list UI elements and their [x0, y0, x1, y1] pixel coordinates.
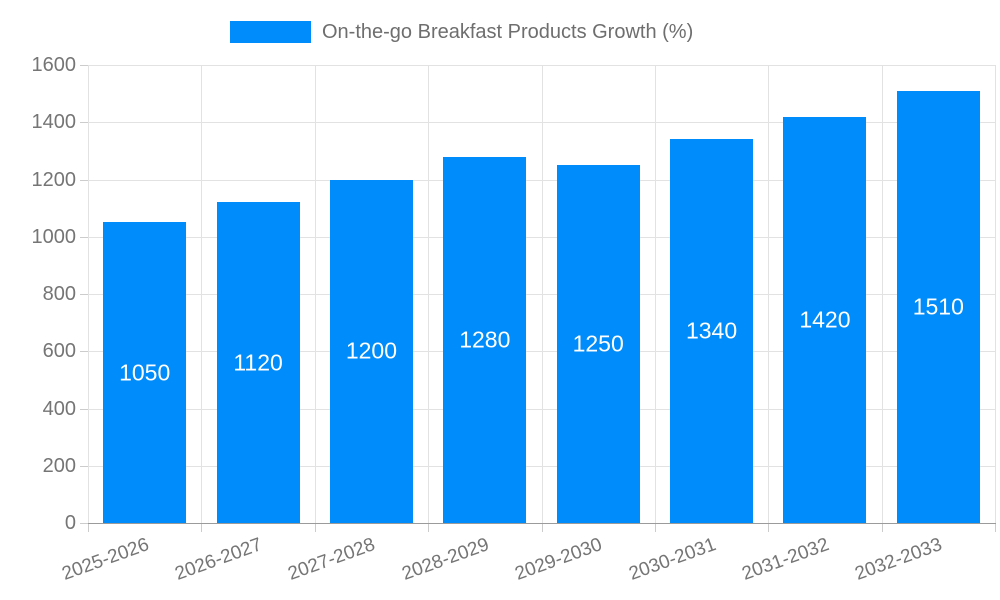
bar-value-label: 1280 [459, 326, 511, 353]
bar [783, 116, 867, 523]
y-axis-tick [80, 236, 88, 238]
bar-value-label: 1340 [685, 317, 738, 344]
y-axis-tick [80, 408, 88, 410]
bar-value-label: 1420 [799, 306, 851, 333]
legend-item[interactable]: On-the-go Breakfast Products Growth (%) [230, 21, 693, 43]
bar-value-label: 1510 [912, 293, 964, 320]
y-tick-label: 600 [42, 340, 76, 363]
bar [443, 156, 527, 523]
bar [670, 139, 754, 523]
legend-label: On-the-go Breakfast Products Growth (%) [322, 20, 694, 43]
bar [216, 202, 300, 523]
y-tick-label: 1400 [31, 111, 77, 134]
bar [329, 179, 413, 523]
y-axis-tick [80, 294, 88, 295]
v-gridline [654, 65, 656, 523]
v-gridline [428, 65, 430, 523]
y-axis-tick [80, 351, 88, 353]
plot-area: 1050 1120 1200 1280 1250 1340 1420 1510 [88, 65, 996, 523]
v-gridline [314, 65, 316, 523]
bar [103, 222, 187, 523]
legend-swatch-icon [230, 21, 311, 43]
v-gridline [881, 65, 883, 523]
y-axis-tick [80, 465, 88, 467]
x-axis-tick [314, 524, 316, 532]
v-gridline [995, 65, 996, 523]
v-gridline [88, 65, 89, 523]
x-axis-line [88, 523, 996, 524]
x-axis-tick [768, 524, 770, 532]
x-axis-tick [881, 524, 883, 532]
y-tick-label: 1600 [31, 54, 77, 76]
bar [556, 165, 640, 523]
x-axis-tick [201, 524, 203, 532]
bar [896, 90, 980, 523]
y-tick-label: 200 [42, 454, 76, 477]
y-axis-tick [80, 179, 88, 181]
v-gridline [201, 65, 203, 523]
y-axis-tick [80, 523, 88, 524]
y-tick-label: 1200 [31, 168, 77, 191]
y-tick-label: 400 [42, 397, 76, 420]
x-axis-tick [88, 524, 89, 532]
y-tick-label: 800 [42, 283, 76, 305]
y-axis-tick [80, 122, 88, 124]
x-axis-tick [428, 524, 430, 532]
bar-value-label: 1200 [345, 337, 398, 364]
v-gridline [768, 65, 770, 523]
bar-value-label: 1050 [119, 359, 171, 386]
x-axis-tick [654, 524, 656, 532]
v-gridline [541, 65, 543, 523]
x-axis-tick [995, 524, 996, 532]
bar-value-label: 1120 [233, 349, 283, 376]
y-tick-label: 1000 [31, 225, 77, 248]
bar-value-label: 1250 [572, 330, 624, 357]
x-axis-tick [541, 524, 543, 532]
y-tick-label: 0 [64, 512, 76, 534]
y-axis-tick [80, 65, 88, 66]
